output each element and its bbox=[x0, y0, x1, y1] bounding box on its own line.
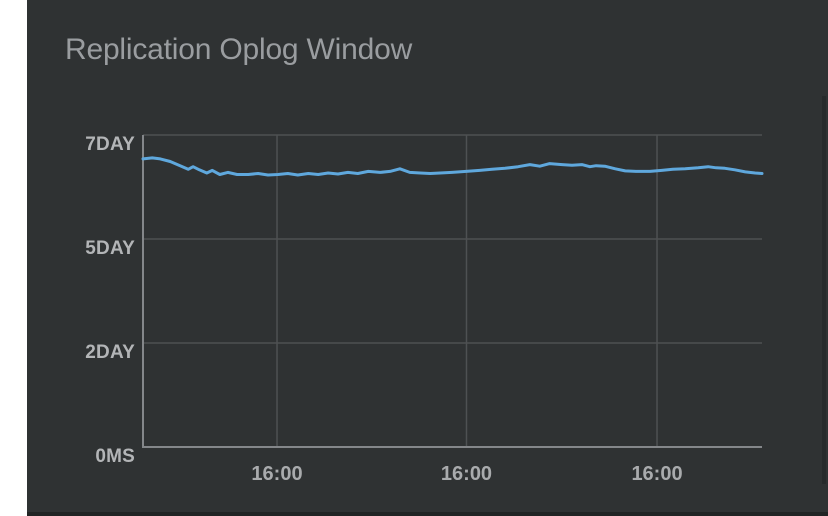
chart-card bbox=[27, 0, 828, 516]
card-bottom-edge bbox=[27, 512, 828, 516]
adjacent-panel-edge bbox=[822, 96, 826, 484]
y-axis-tick-label: 5DAY bbox=[85, 237, 135, 259]
y-axis-tick-label: 7DAY bbox=[85, 133, 135, 155]
x-axis-tick-label: 16:00 bbox=[631, 463, 683, 485]
chart-title: Replication Oplog Window bbox=[65, 33, 413, 66]
x-axis-tick-label: 16:00 bbox=[251, 463, 303, 485]
y-axis-tick-label: 2DAY bbox=[85, 341, 135, 363]
y-axis-tick-label: 0MS bbox=[95, 445, 135, 467]
x-axis-tick-label: 16:00 bbox=[440, 463, 493, 485]
